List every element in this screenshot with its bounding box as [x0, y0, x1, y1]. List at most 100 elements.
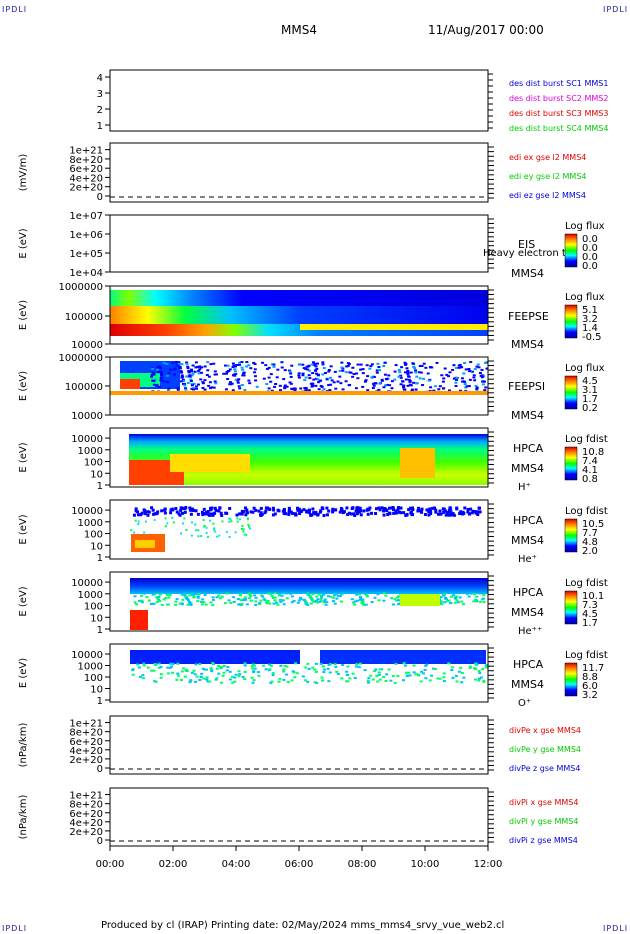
feepsi-speckle	[330, 379, 334, 382]
hpca-o-speckle	[202, 677, 206, 680]
feepsi-speckle	[463, 383, 467, 386]
feepsi-speckle	[224, 388, 228, 391]
hpca-he2-speckle	[243, 596, 247, 599]
divpe-tick-label: 6e+20	[69, 737, 103, 748]
hpca-he-speckle	[140, 511, 144, 515]
hpca-he2-speckle	[178, 602, 182, 605]
hpca-o-speckle	[412, 671, 416, 674]
feepsi-colorbar-tick: 3.1	[582, 385, 598, 396]
feepsi-speckle	[322, 367, 326, 370]
hpca-he-speckle	[243, 533, 246, 536]
feepsi-speckle	[406, 369, 410, 372]
feepsi-speckle	[191, 364, 195, 367]
hpca-o-speckle	[190, 671, 194, 674]
hpca-he-speckle	[404, 513, 408, 517]
feepsi-speckle	[346, 364, 350, 367]
hpca-he2-speckle	[317, 593, 321, 596]
hpca-he2-speckle	[133, 595, 137, 598]
hpca-he2-speckle	[225, 592, 229, 595]
hpca-he-speckle	[216, 535, 219, 538]
hpca-he-speckle	[213, 506, 217, 510]
feepsi-speckle	[198, 365, 202, 368]
feepsi-speckle	[228, 368, 232, 371]
feepsi-speckle	[312, 378, 316, 381]
hpca-he2-speckle	[382, 592, 386, 595]
feepsi-speckle	[371, 387, 375, 390]
hpca-he2-speckle	[456, 601, 460, 604]
feepsi-speckle	[455, 377, 459, 380]
feepsi-speckle	[169, 368, 173, 371]
hpca-he2-speckle	[153, 593, 157, 596]
feepsi-speckle	[427, 379, 431, 382]
hpca-o-speckle	[357, 666, 361, 669]
hpca-he-speckle	[394, 511, 398, 515]
feepsi-speckle	[210, 386, 214, 389]
hpca-he-speckle	[244, 506, 248, 510]
hpca-o-speckle	[479, 676, 483, 679]
instrument-label: HPCA	[513, 586, 544, 599]
feepsi-speckle	[339, 382, 343, 385]
hpca-he-speckle	[206, 510, 210, 514]
feepsi-speckle	[152, 383, 156, 386]
feepsi-speckle	[341, 388, 345, 391]
hpca-he-speckle	[416, 509, 420, 513]
feepsi-speckle	[328, 389, 332, 392]
feepsi-speckle	[316, 374, 320, 377]
hpca-he2-speckle	[229, 601, 233, 604]
hpca-he2-speckle	[211, 596, 215, 599]
hpca-he2-speckle	[311, 593, 315, 596]
hpca-he2-hot	[130, 610, 148, 630]
feepsi-speckle	[237, 385, 241, 388]
feepsi-speckle	[442, 377, 446, 380]
hpca-o-speckle	[252, 670, 256, 673]
hpca-he2-speckle	[149, 603, 153, 606]
feepsi-speckle	[278, 389, 282, 392]
instrument-label: HPCA	[513, 442, 544, 455]
feepsi-speckle	[314, 377, 318, 380]
feepsi-speckle	[338, 375, 342, 378]
hpca-he2-speckle	[184, 595, 188, 598]
feepsi-speckle	[356, 363, 360, 366]
hpca-o-speckle	[423, 668, 427, 671]
hpca-he-speckle	[181, 511, 185, 515]
corner-label-bottom-right: IPDLI	[603, 924, 629, 933]
hpca-he-speckle	[377, 506, 381, 510]
feepsi-speckle	[289, 375, 293, 378]
legend-entry: edi ez gse l2 MMS4	[509, 191, 586, 200]
hpca-o-speckle	[233, 680, 237, 683]
feepsi-speckle	[160, 373, 164, 376]
feepsi-speckle	[232, 373, 236, 376]
hpca-he2-speckle	[275, 601, 279, 604]
feepsi-speckle	[183, 384, 187, 387]
feepsi-speckle	[361, 368, 365, 371]
feepsi-speckle	[307, 369, 311, 372]
hpca-he2-speckle	[270, 594, 274, 597]
hpca-he2-speckle	[152, 602, 156, 605]
hpca-he-speckle	[268, 507, 272, 511]
hpca-he-speckle	[459, 510, 463, 514]
hpca-o-speckle	[198, 663, 202, 666]
hpca-he2-speckle	[460, 600, 464, 603]
hpca-he2-speckle	[266, 599, 270, 602]
hpca-he2-speckle	[452, 594, 456, 597]
hpca-he-speckle	[431, 506, 435, 510]
hpca-he2-speckle	[339, 592, 343, 595]
hpca-he2-speckle	[155, 596, 159, 599]
hpca-he2-speckle	[189, 603, 193, 606]
hpca-he2-speckle	[182, 592, 186, 595]
hpca-o-speckle	[142, 662, 146, 665]
hpca-he-speckle	[396, 508, 400, 512]
corner-label-top-left: IPDLI	[2, 5, 28, 14]
hpca-he-speckle	[188, 506, 192, 510]
hpca-he-speckle	[200, 534, 203, 537]
hpca-o-speckle	[271, 674, 275, 677]
hpca-he2-speckle	[248, 597, 252, 600]
feepsi-speckle	[390, 380, 394, 383]
hpca-he2-speckle	[290, 601, 294, 604]
hpca-he-speckle	[204, 512, 208, 516]
hpca-he-speckle	[420, 507, 424, 511]
feepsi-speckle	[194, 385, 198, 388]
hpca-he-speckle	[427, 510, 431, 514]
feepsi-speckle	[402, 386, 406, 389]
feepsi-speckle	[417, 371, 421, 374]
